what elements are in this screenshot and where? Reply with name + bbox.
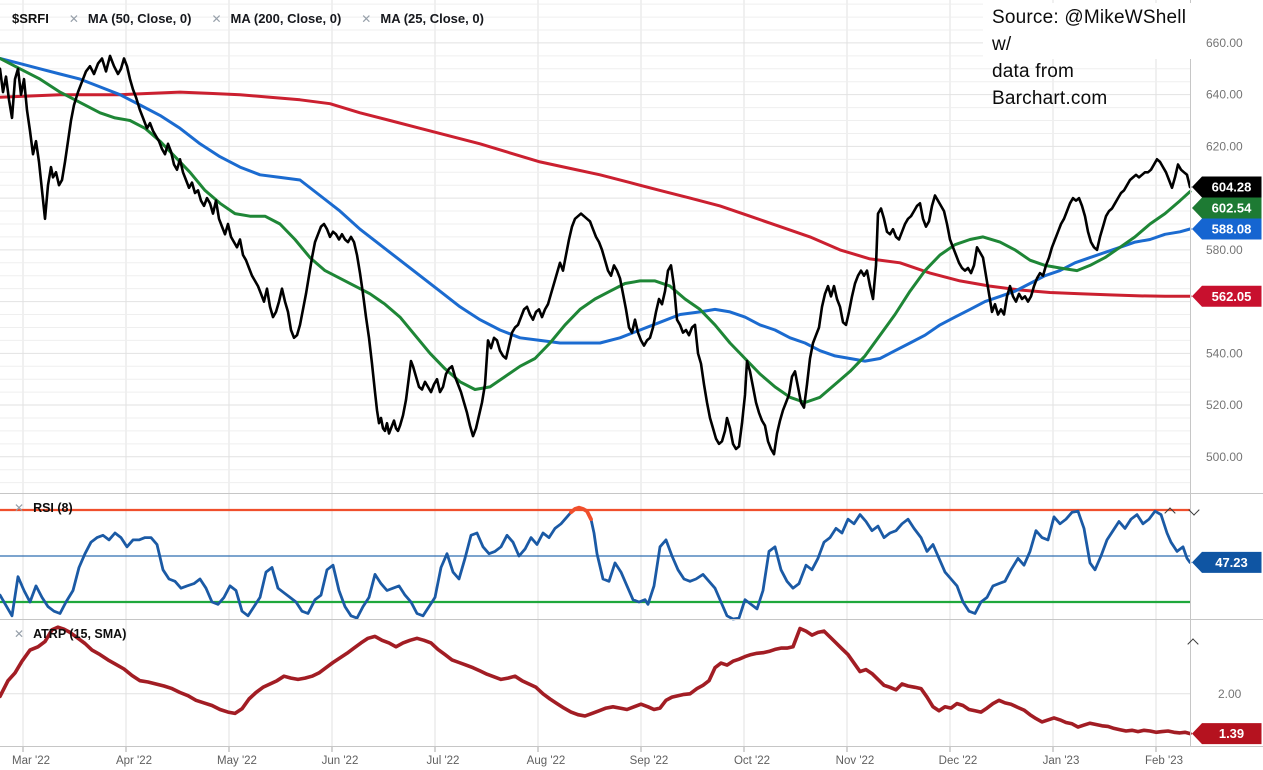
rsi-panel-header: ✕ RSI (8) (14, 501, 73, 515)
gridlines (0, 0, 1190, 747)
close-icon[interactable]: ✕ (14, 501, 25, 515)
x-axis-label: Dec '22 (939, 755, 978, 767)
legend-item-ma200[interactable]: ✕ MA (200, Close, 0) (211, 11, 341, 26)
rsi-collapse-up-icon[interactable] (1164, 505, 1176, 517)
legend-label-ma200[interactable]: MA (200, Close, 0) (230, 11, 342, 26)
x-axis-label: Apr '22 (116, 755, 152, 767)
svg-text:1.39: 1.39 (1219, 726, 1244, 741)
atrp-axis-label: 2.00 (1218, 687, 1242, 701)
svg-text:602.54: 602.54 (1212, 201, 1253, 216)
source-line-2: data from Barchart.com (992, 61, 1108, 109)
value-tag: 604.28 (1192, 176, 1262, 198)
close-icon[interactable]: ✕ (361, 11, 372, 26)
legend-item-ma50[interactable]: ✕ MA (50, Close, 0) (69, 11, 192, 26)
x-axis-label: Oct '22 (734, 755, 770, 767)
-srfi-close-line (0, 54, 1192, 456)
price-axis-label: 620.00 (1206, 139, 1243, 153)
legend-item-ma25[interactable]: ✕ MA (25, Close, 0) (361, 11, 484, 26)
price-axis-label: 660.00 (1206, 36, 1243, 50)
rsi-overbought-segment (569, 505, 593, 522)
close-icon[interactable]: ✕ (14, 627, 25, 641)
x-axis-label: Sep '22 (630, 755, 669, 767)
x-axis-label: Jul '22 (427, 755, 460, 767)
svg-text:604.28: 604.28 (1212, 180, 1252, 195)
symbol-label: $SRFI (12, 11, 49, 26)
x-axis-label: Jun '22 (322, 755, 359, 767)
source-annotation: Source: @MikeWShell w/ data from Barchar… (983, 3, 1194, 109)
svg-text:47.23: 47.23 (1215, 555, 1248, 570)
value-tag: 602.54 (1192, 197, 1262, 219)
rsi-panel-title[interactable]: RSI (8) (33, 501, 73, 515)
x-axis-label: Aug '22 (527, 755, 566, 767)
rsi-line (0, 506, 1192, 621)
value-tag: 1.39 (1192, 723, 1262, 745)
source-line-1: Source: @MikeWShell w/ (992, 7, 1187, 55)
x-axis-label: Mar '22 (12, 755, 50, 767)
svg-text:562.05: 562.05 (1212, 289, 1252, 304)
atrp-line (0, 625, 1192, 736)
legend: $SRFI ✕ MA (50, Close, 0) ✕ MA (200, Clo… (12, 11, 484, 26)
price-axis-label: 640.00 (1206, 88, 1243, 102)
value-tag: 562.05 (1192, 285, 1262, 307)
ma-50-close-0--line (0, 57, 1192, 363)
ma-25-close-0--line (0, 57, 1192, 404)
atrp-panel-header: ✕ ATRP (15, SMA) (14, 627, 126, 641)
x-axis-label: Jan '23 (1043, 755, 1080, 767)
x-axis-label: May '22 (217, 755, 257, 767)
close-icon[interactable]: ✕ (68, 11, 79, 26)
legend-label-ma25[interactable]: MA (25, Close, 0) (380, 11, 484, 26)
rsi-collapse-down-icon[interactable] (1188, 505, 1200, 517)
atrp-panel-title[interactable]: ATRP (15, SMA) (33, 627, 127, 641)
price-axis-label: 500.00 (1206, 450, 1243, 464)
value-tag: 588.08 (1192, 218, 1262, 240)
x-axis-label: Nov '22 (836, 755, 875, 767)
price-axis-label: 580.00 (1206, 243, 1243, 257)
series-lines (0, 54, 1192, 736)
price-axis-label: 540.00 (1206, 346, 1243, 360)
close-icon[interactable]: ✕ (211, 11, 222, 26)
legend-label-ma50[interactable]: MA (50, Close, 0) (87, 11, 192, 26)
atrp-collapse-up-icon[interactable] (1187, 636, 1199, 648)
svg-text:588.08: 588.08 (1212, 222, 1252, 237)
ma-200-close-0--line (0, 90, 1192, 298)
x-axis-label: Feb '23 (1145, 755, 1183, 767)
price-axis-label: 520.00 (1206, 398, 1243, 412)
value-tag: 47.23 (1192, 551, 1262, 573)
